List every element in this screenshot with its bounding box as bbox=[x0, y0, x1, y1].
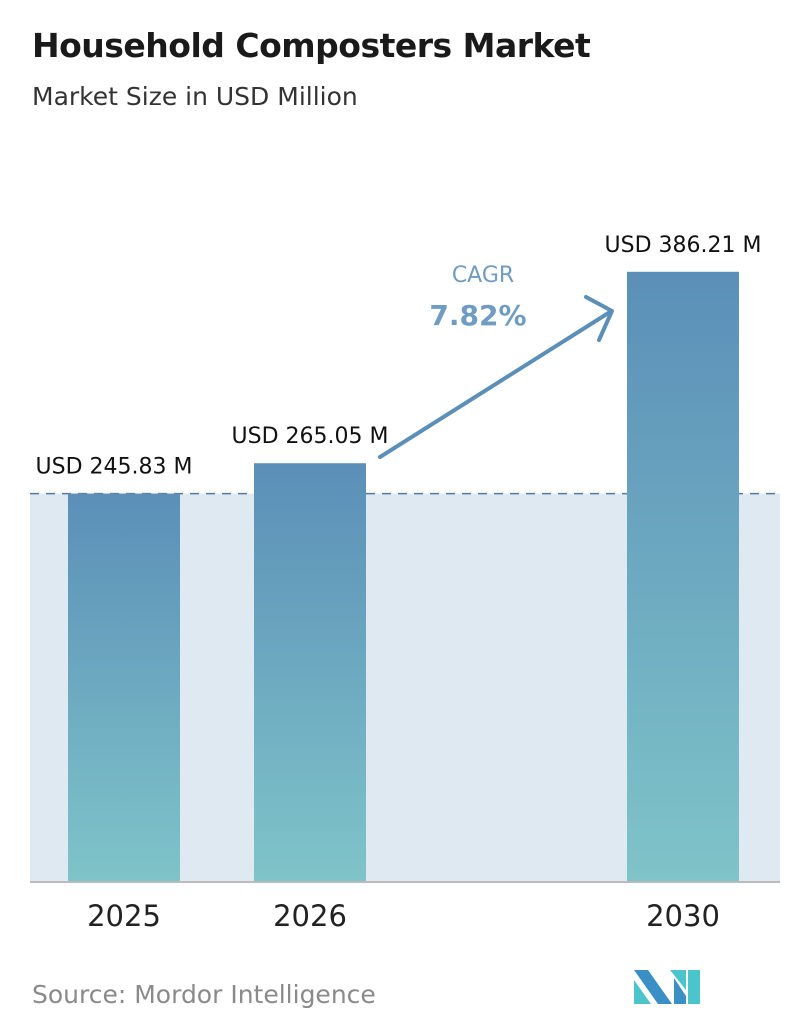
cagr-arrowhead bbox=[584, 295, 614, 342]
data-label-2026: USD 265.05 M bbox=[232, 424, 389, 449]
x-tick-2030: 2030 bbox=[646, 899, 720, 933]
bar-2025 bbox=[68, 493, 180, 882]
mordor-logo bbox=[634, 970, 700, 1004]
cagr-value: 7.82% bbox=[429, 299, 526, 332]
bar-2026 bbox=[254, 463, 366, 882]
chart-subtitle: Market Size in USD Million bbox=[32, 82, 358, 111]
chart-title: Household Composters Market bbox=[32, 26, 591, 65]
source-note: Source: Mordor Intelligence bbox=[32, 980, 376, 1009]
cagr-arrow bbox=[378, 310, 612, 459]
data-label-2030: USD 386.21 M bbox=[605, 233, 762, 258]
bar-2030 bbox=[627, 271, 739, 882]
x-tick-2026: 2026 bbox=[273, 899, 347, 933]
cagr-label: CAGR bbox=[452, 263, 514, 288]
x-tick-2025: 2025 bbox=[87, 899, 161, 933]
data-label-2025: USD 245.83 M bbox=[36, 455, 193, 480]
